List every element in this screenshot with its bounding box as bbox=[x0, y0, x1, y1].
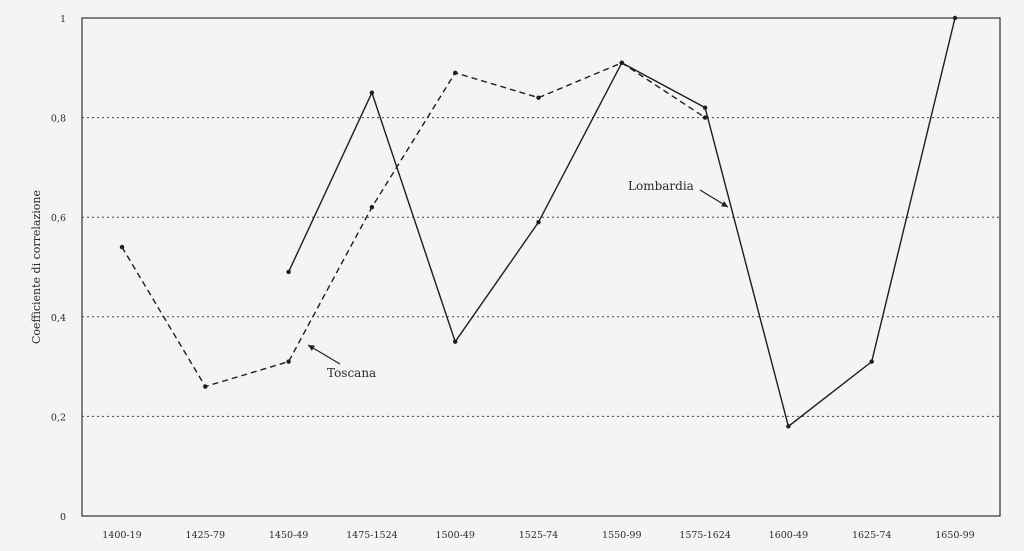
x-tick-label: 1425-79 bbox=[186, 530, 225, 541]
data-point-lombardia bbox=[286, 269, 291, 275]
data-point-lombardia bbox=[786, 424, 791, 429]
series-line-lombardia bbox=[287, 17, 956, 428]
data-point-toscana bbox=[119, 244, 125, 250]
x-tick-label: 1600-49 bbox=[769, 530, 808, 541]
data-point-toscana bbox=[369, 205, 375, 210]
y-tick-label: 0 bbox=[60, 512, 66, 523]
data-point-toscana bbox=[702, 115, 708, 120]
y-tick-label: 0,4 bbox=[51, 313, 66, 324]
x-tick-label: 1550-99 bbox=[602, 530, 641, 541]
y-tick-label: 0,8 bbox=[51, 114, 66, 125]
annotation-lombardia: Lombardia bbox=[628, 179, 694, 193]
series-layer bbox=[119, 15, 958, 429]
x-tick-label: 1500-49 bbox=[435, 530, 474, 541]
data-point-lombardia bbox=[869, 359, 874, 364]
x-tick-label: 1650-99 bbox=[935, 530, 974, 541]
x-tick-label: 1575-1624 bbox=[679, 530, 731, 541]
y-axis-label: Coefficiente di correlazione bbox=[30, 190, 43, 344]
plot-frame bbox=[81, 17, 1001, 517]
x-axis-ticks: 1400-19 1425-79 1450-49 1475-1524 1500-49 152… bbox=[102, 530, 974, 541]
x-tick-label: 1525-74 bbox=[519, 530, 558, 541]
data-point-toscana bbox=[203, 384, 208, 389]
annotations: Toscana Lombardia bbox=[307, 179, 729, 380]
y-tick-label: 0,6 bbox=[51, 213, 66, 224]
data-point-toscana bbox=[453, 70, 458, 75]
y-tick-label: 1 bbox=[60, 14, 66, 25]
arrow-head-icon bbox=[308, 345, 315, 351]
arrow-head-icon bbox=[721, 201, 728, 207]
x-tick-label: 1400-19 bbox=[102, 530, 141, 541]
x-tick-label: 1625-74 bbox=[852, 530, 891, 541]
data-point-lombardia bbox=[369, 90, 375, 95]
data-point-lombardia bbox=[453, 339, 458, 344]
grid-lines bbox=[82, 117, 1000, 417]
data-point-lombardia bbox=[952, 15, 958, 21]
data-point-toscana bbox=[536, 95, 541, 100]
data-point-toscana bbox=[286, 359, 291, 364]
x-tick-label: 1475-1524 bbox=[346, 530, 398, 541]
x-tick-label: 1450-49 bbox=[269, 530, 308, 541]
data-point-lombardia bbox=[702, 105, 708, 110]
y-tick-label: 0,2 bbox=[51, 412, 66, 423]
annotation-toscana: Toscana bbox=[327, 366, 376, 380]
series-line-toscana bbox=[121, 62, 706, 388]
data-point-lombardia bbox=[619, 60, 624, 66]
y-axis-ticks: 0 0,2 0,4 0,6 0,8 1 bbox=[51, 14, 66, 523]
data-point-lombardia bbox=[536, 219, 541, 225]
